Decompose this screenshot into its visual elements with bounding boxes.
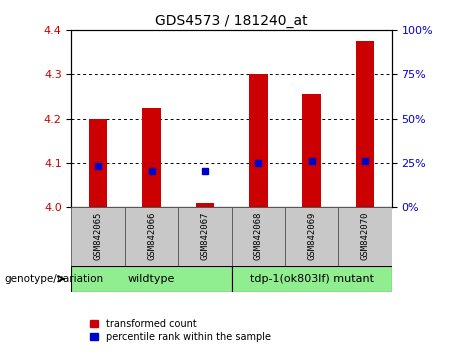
Text: GSM842069: GSM842069	[307, 212, 316, 261]
Bar	[195, 202, 214, 207]
Bar	[178, 207, 231, 266]
Bar	[302, 94, 321, 207]
Bar	[142, 108, 161, 207]
Text: GSM842066: GSM842066	[147, 212, 156, 261]
Bar	[125, 207, 178, 266]
Text: wildtype: wildtype	[128, 274, 175, 284]
Text: GSM842065: GSM842065	[94, 212, 103, 261]
Bar	[71, 266, 231, 292]
Bar	[356, 41, 374, 207]
Text: genotype/variation: genotype/variation	[5, 274, 104, 284]
Bar	[338, 207, 392, 266]
Bar	[231, 207, 285, 266]
Text: tdp-1(ok803lf) mutant: tdp-1(ok803lf) mutant	[250, 274, 374, 284]
Text: GSM842070: GSM842070	[361, 212, 370, 261]
Bar	[231, 266, 392, 292]
Bar	[71, 207, 125, 266]
Title: GDS4573 / 181240_at: GDS4573 / 181240_at	[155, 14, 308, 28]
Text: GSM842068: GSM842068	[254, 212, 263, 261]
Legend: transformed count, percentile rank within the sample: transformed count, percentile rank withi…	[90, 319, 271, 342]
Bar	[89, 119, 107, 207]
Text: GSM842067: GSM842067	[201, 212, 209, 261]
Bar	[249, 74, 268, 207]
Bar	[285, 207, 338, 266]
